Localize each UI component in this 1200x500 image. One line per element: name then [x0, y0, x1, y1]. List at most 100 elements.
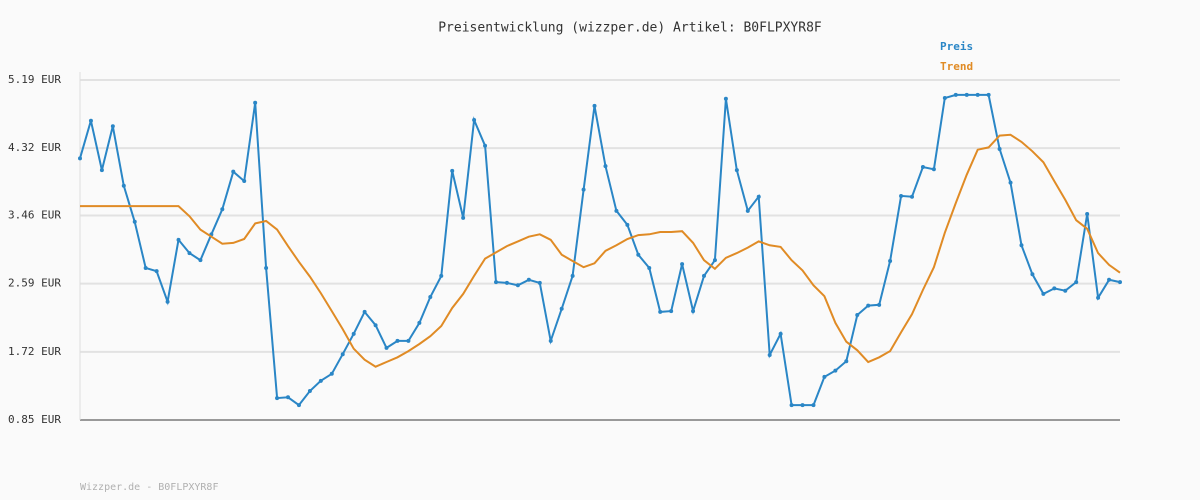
point [658, 309, 663, 314]
point [647, 266, 652, 271]
point [187, 251, 192, 256]
point [1030, 272, 1035, 277]
y-tick-label: 2.59 EUR [8, 277, 61, 290]
point [406, 338, 411, 343]
point [702, 273, 706, 278]
point [734, 168, 739, 173]
point [767, 352, 772, 357]
point [866, 303, 871, 308]
point [318, 378, 323, 383]
point [723, 96, 728, 101]
point [899, 193, 904, 198]
point [548, 338, 553, 343]
point [986, 92, 991, 97]
point [395, 338, 400, 343]
point [1118, 280, 1122, 285]
point [997, 146, 1002, 151]
point [570, 273, 575, 278]
y-tick-label: 4.32 EUR [8, 141, 61, 154]
point [428, 295, 433, 300]
point [669, 309, 674, 314]
point [472, 117, 477, 122]
point [362, 309, 367, 314]
point [625, 222, 630, 227]
point [1096, 295, 1101, 300]
point [537, 280, 542, 285]
point [1019, 243, 1024, 248]
point [581, 187, 586, 192]
point [384, 345, 389, 350]
point [132, 219, 137, 224]
point [636, 252, 641, 257]
point [953, 92, 958, 97]
point [253, 100, 258, 105]
point [559, 306, 564, 311]
point [143, 266, 148, 271]
point [614, 208, 619, 213]
chart-title: Preisentwicklung (wizzper.de) Artikel: B… [438, 21, 822, 36]
point [680, 262, 685, 267]
point [1085, 211, 1090, 216]
footer: Wizzper.de - B0FLPXYR8F [80, 482, 218, 493]
point [417, 320, 422, 325]
point [1052, 286, 1057, 291]
point [603, 164, 608, 169]
point [745, 208, 750, 213]
point [504, 280, 509, 285]
point [778, 331, 783, 336]
point [264, 266, 269, 271]
point [942, 96, 947, 101]
point [329, 371, 334, 376]
point [515, 283, 520, 288]
point [307, 389, 312, 394]
point [121, 183, 126, 188]
point [483, 143, 488, 148]
point [373, 323, 378, 328]
point [242, 179, 247, 184]
point [110, 124, 115, 129]
y-tick-label: 3.46 EUR [8, 209, 61, 222]
point [1107, 277, 1112, 282]
point [154, 269, 159, 274]
y-tick-label: 1.72 EUR [8, 345, 61, 358]
point [712, 258, 717, 263]
y-tick-label: 5.19 EUR [8, 73, 61, 86]
point [231, 169, 236, 174]
point [296, 403, 301, 408]
legend-label: Trend [940, 60, 973, 73]
point [526, 277, 531, 282]
point [99, 168, 104, 173]
point [811, 403, 816, 408]
point [340, 352, 345, 357]
point [78, 156, 82, 161]
point [910, 194, 914, 199]
point [920, 164, 925, 169]
point [877, 302, 882, 307]
legend-label: Preis [940, 40, 973, 53]
point [964, 92, 969, 97]
point [220, 207, 225, 212]
point [165, 299, 170, 304]
point [975, 92, 980, 97]
point [833, 368, 838, 373]
point [855, 313, 860, 318]
point [286, 395, 290, 400]
point [439, 273, 444, 278]
point [1041, 291, 1046, 296]
point [931, 167, 936, 172]
point [888, 258, 893, 263]
point [494, 280, 498, 285]
point [789, 403, 794, 408]
series-line [80, 133, 1121, 368]
point [88, 118, 93, 123]
point [351, 331, 356, 336]
point [450, 168, 455, 173]
point [176, 237, 181, 242]
point [822, 374, 827, 379]
point [275, 396, 280, 401]
point [1063, 288, 1068, 293]
point [691, 309, 696, 314]
